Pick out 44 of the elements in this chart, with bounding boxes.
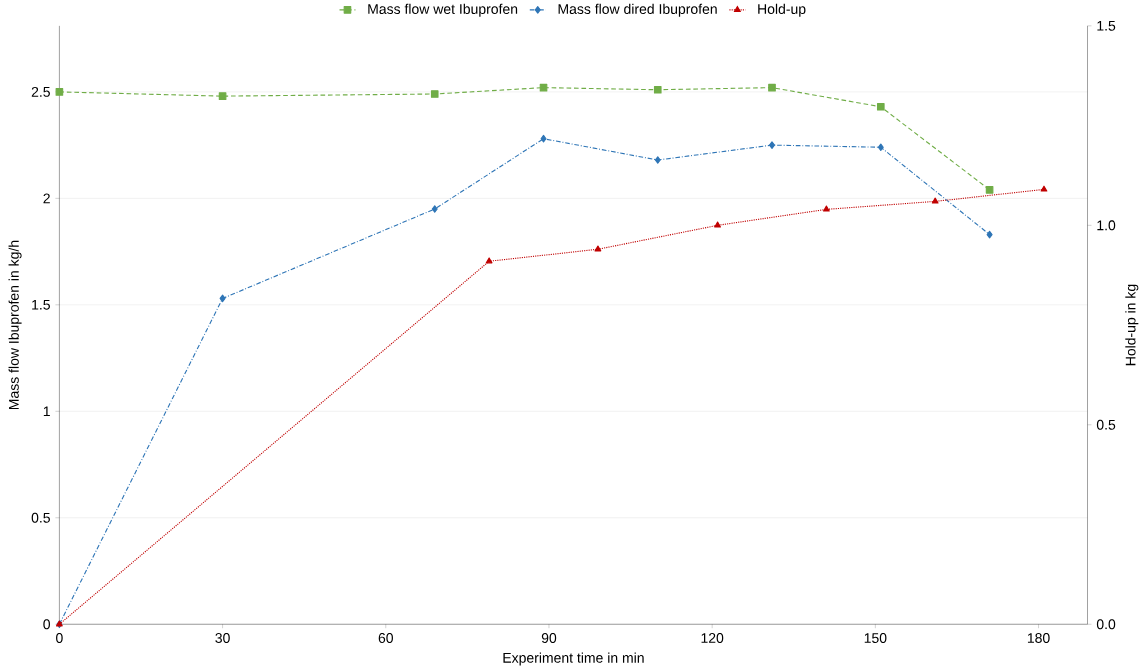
point [768, 83, 776, 92]
y2-tick-label: 1.0 [1097, 220, 1116, 231]
x-tick-label: 90 [541, 632, 557, 643]
point [1040, 185, 1048, 192]
point [653, 85, 662, 94]
y-tick-label: 2.5 [31, 86, 50, 97]
y2-tick-label: 0.0 [1096, 619, 1116, 630]
point [431, 205, 438, 213]
y-tick-label: 2 [43, 193, 50, 204]
point [219, 294, 226, 303]
point [986, 230, 993, 239]
y-tick-label: 1.5 [32, 299, 50, 310]
y2-tick-label: 1.5 [1097, 20, 1116, 31]
x-tick-label: 60 [378, 632, 393, 643]
y-tick-label: 0.5 [31, 512, 50, 523]
point [55, 87, 64, 96]
x-tick-label: 0 [56, 632, 63, 643]
x-tick-label: 120 [701, 632, 724, 643]
y2-tick-label: 0.5 [1096, 419, 1116, 430]
point [985, 185, 994, 194]
point [877, 143, 884, 151]
x-tick-label: 150 [864, 632, 887, 643]
y-tick-label: 1 [43, 406, 50, 417]
point [594, 245, 602, 252]
x-tick-label: 180 [1027, 632, 1050, 643]
legend-label: Mass flow dired Ibuprofen [558, 3, 717, 17]
point [931, 197, 939, 204]
legend-label: Hold-up [758, 3, 806, 17]
x-tick-label: 30 [215, 632, 230, 643]
y-tick-label: 0 [43, 619, 50, 630]
y-axis-title: Mass flow Ibuprofen in kg/h [8, 240, 22, 409]
point [539, 83, 548, 92]
point [218, 92, 227, 100]
y2-axis-title: Hold-up in kg [1125, 284, 1139, 366]
point [654, 156, 661, 164]
x-axis-title: Experiment time in min [503, 652, 644, 666]
point [714, 221, 721, 228]
point [768, 141, 776, 149]
point [876, 102, 885, 111]
point [540, 134, 547, 143]
legend-label: Mass flow wet Ibuprofen [368, 3, 518, 17]
point [430, 90, 439, 98]
point [485, 257, 493, 264]
point [823, 205, 830, 212]
